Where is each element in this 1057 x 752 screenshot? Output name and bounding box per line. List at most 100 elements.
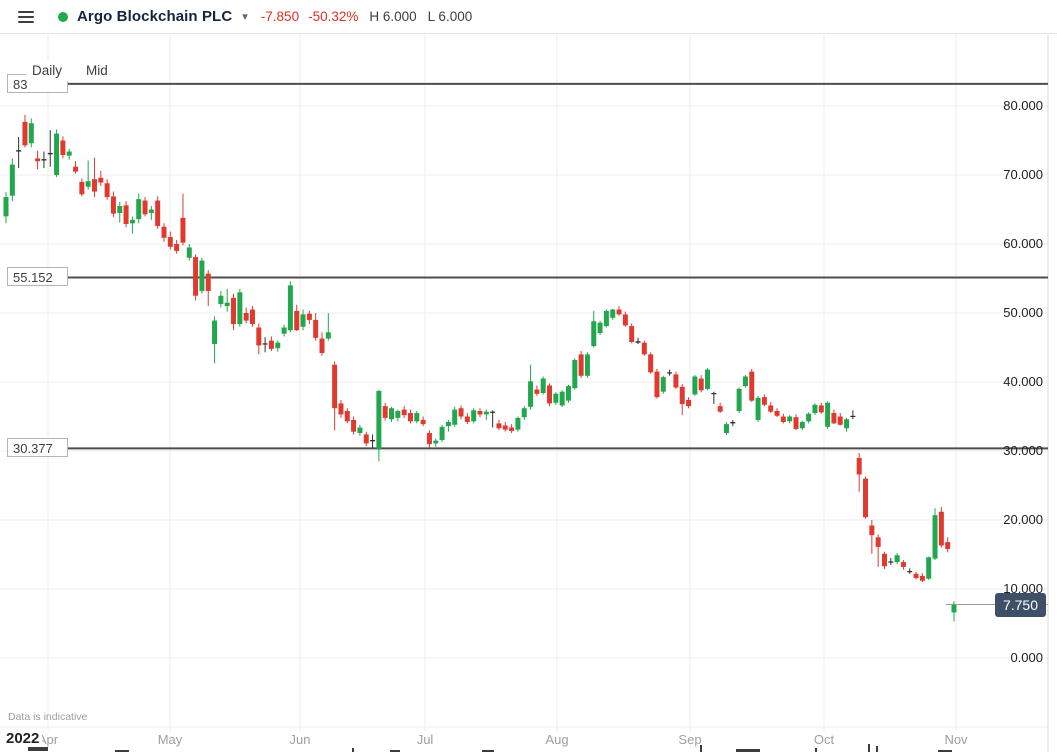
- candle-body: [426, 433, 432, 445]
- candle-body: [294, 310, 300, 331]
- candle-body: [869, 525, 875, 536]
- bottom-panel-mark: [482, 750, 494, 752]
- candle-body: [287, 285, 293, 331]
- candle-body: [395, 410, 401, 418]
- candle-body: [768, 405, 774, 412]
- candle-body: [679, 386, 685, 405]
- candle-body: [281, 327, 287, 334]
- candle-body: [610, 309, 616, 318]
- tab-timeframe-daily[interactable]: Daily: [26, 60, 69, 81]
- candle-body: [907, 571, 913, 573]
- candle-body: [193, 257, 199, 296]
- candle-body: [401, 409, 407, 416]
- candle-body: [686, 399, 692, 407]
- candle-body: [616, 309, 622, 315]
- candle-body: [414, 413, 420, 422]
- candle-body: [174, 244, 180, 251]
- bottom-panel-mark: [28, 747, 48, 751]
- bottom-panel-mark: [115, 750, 129, 752]
- candle-body: [496, 423, 502, 429]
- candle-body: [850, 415, 856, 418]
- candle-body: [761, 397, 767, 405]
- candle-body: [85, 181, 91, 187]
- data-indicative-note: Data is indicative: [8, 711, 88, 723]
- candle-body: [218, 295, 224, 305]
- menu-icon[interactable]: [18, 10, 34, 23]
- price-level-label-30377: 30.377: [7, 438, 68, 458]
- candle-body: [509, 427, 515, 431]
- candle-body: [28, 123, 34, 144]
- candle-body: [787, 416, 793, 422]
- candle-body: [338, 403, 344, 415]
- candle-body: [3, 197, 9, 217]
- candle-body: [54, 133, 60, 175]
- candle-body: [629, 326, 635, 342]
- candle-body: [553, 393, 559, 403]
- candle-body: [717, 406, 723, 412]
- x-axis-month-label: May: [157, 732, 183, 747]
- candle-body: [692, 376, 698, 395]
- candle-body: [231, 297, 237, 325]
- candle-body: [477, 410, 483, 415]
- candle-body: [578, 354, 584, 376]
- candle-body: [212, 320, 218, 345]
- chevron-down-icon[interactable]: ▾: [242, 11, 248, 23]
- candle-body: [186, 247, 192, 258]
- session-low: L 6.000: [427, 9, 473, 24]
- y-axis-tick-label: 50.000: [1003, 305, 1043, 320]
- y-axis-tick-label: 40.000: [1003, 374, 1043, 389]
- tab-price-type-mid[interactable]: Mid: [80, 60, 114, 81]
- candle-body: [521, 408, 527, 418]
- price-change-percent: -50.32%: [308, 9, 359, 24]
- candle-body: [439, 426, 445, 440]
- candle-body: [104, 183, 110, 198]
- candle-body: [344, 410, 350, 422]
- candle-body: [66, 151, 72, 156]
- candle-body: [660, 377, 666, 392]
- candle-body: [888, 561, 894, 563]
- candle-body: [502, 425, 508, 430]
- bottom-panel-mark: [868, 744, 870, 752]
- candle-body: [565, 386, 571, 401]
- candle-body: [73, 166, 79, 172]
- candle-body: [389, 408, 395, 420]
- candle-body: [98, 177, 104, 183]
- candle-body: [793, 417, 799, 429]
- candle-body: [357, 427, 363, 434]
- candle-body: [654, 371, 660, 398]
- candle-body: [123, 205, 129, 224]
- y-axis-tick-label: 20.000: [1003, 512, 1043, 527]
- candle-body: [856, 457, 862, 475]
- candle-body: [755, 397, 761, 420]
- candle-body: [47, 152, 53, 155]
- x-axis-month-label: Apr: [37, 732, 59, 747]
- candle-body: [407, 413, 413, 422]
- candle-body: [900, 562, 906, 567]
- candle-body: [363, 434, 369, 444]
- candle-body: [268, 340, 274, 349]
- bottom-panel-mark: [876, 746, 878, 752]
- candle-body: [91, 179, 97, 192]
- candle-body: [825, 402, 831, 427]
- x-axis-month-label: Sep: [678, 732, 702, 747]
- y-axis-tick-label: 80.000: [1003, 98, 1043, 113]
- instrument-title[interactable]: Argo Blockchain PLC: [77, 8, 233, 25]
- candle-body: [60, 140, 66, 155]
- candle-body: [332, 364, 338, 409]
- candle-body: [881, 553, 887, 567]
- y-axis-tick-label: 30.000: [1003, 443, 1043, 458]
- bottom-panel-mark: [815, 748, 817, 752]
- bottom-panel-mark: [390, 750, 400, 752]
- candle-body: [9, 164, 15, 196]
- candle-body: [35, 158, 41, 162]
- candle-body: [736, 388, 742, 411]
- candle-body: [452, 409, 458, 425]
- candle-body: [951, 604, 957, 613]
- candle-body: [129, 219, 135, 224]
- candle-body: [148, 209, 154, 213]
- candle-body: [622, 314, 628, 326]
- candle-body: [774, 410, 780, 416]
- candle-body: [199, 260, 205, 291]
- x-axis-year-label: 2022: [6, 730, 43, 747]
